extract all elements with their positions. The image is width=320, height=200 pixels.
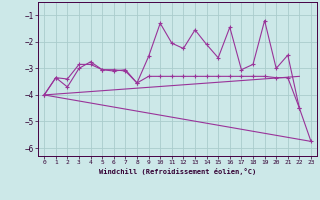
X-axis label: Windchill (Refroidissement éolien,°C): Windchill (Refroidissement éolien,°C): [99, 168, 256, 175]
